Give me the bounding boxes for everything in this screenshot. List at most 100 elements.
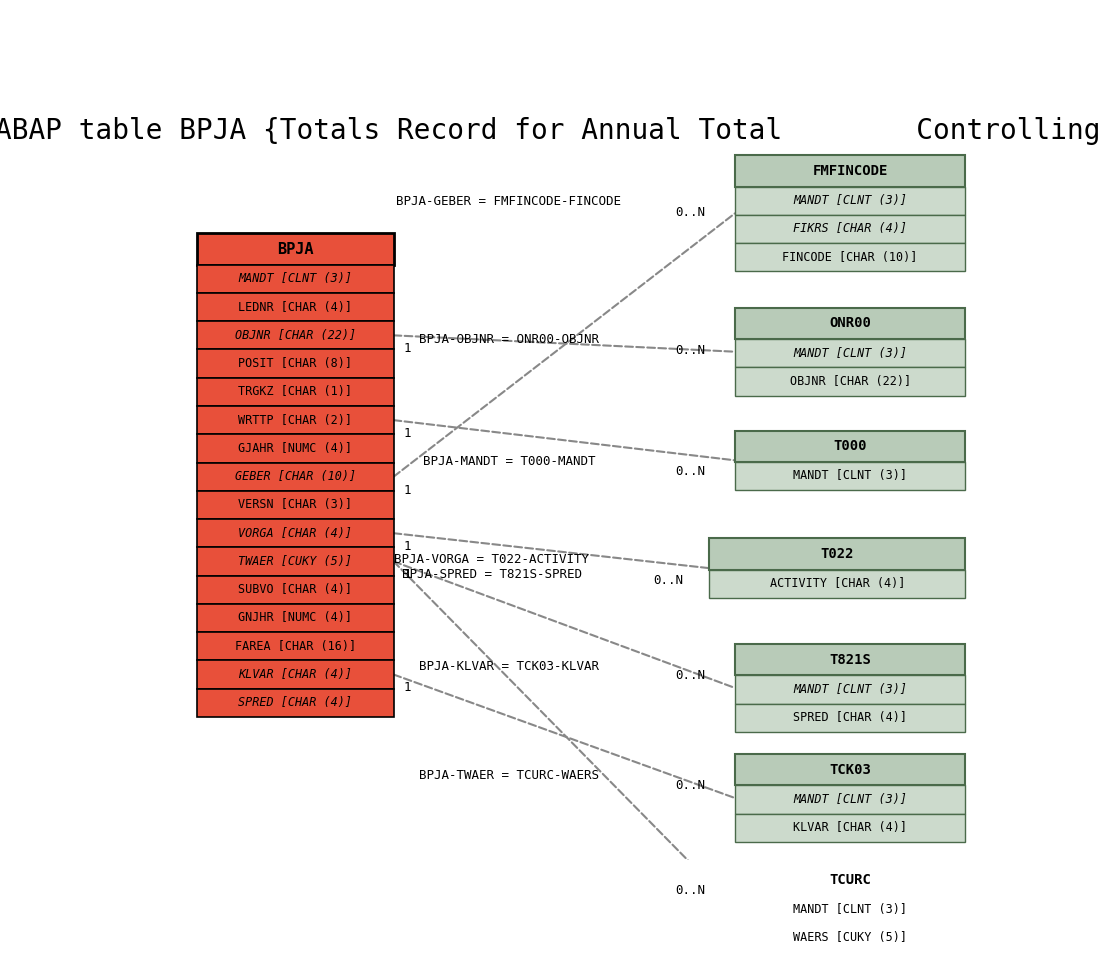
Text: ACTIVITY [CHAR (4)]: ACTIVITY [CHAR (4)]	[770, 578, 905, 590]
Text: LEDNR [CHAR (4)]: LEDNR [CHAR (4)]	[239, 300, 352, 314]
Text: LEDNR [CHAR (4)]: LEDNR [CHAR (4)]	[239, 300, 352, 314]
Text: OBJNR [CHAR (22)]: OBJNR [CHAR (22)]	[789, 375, 911, 388]
Text: MANDT [CLNT (3)]: MANDT [CLNT (3)]	[793, 194, 907, 208]
Bar	[197, 548, 394, 576]
Bar	[197, 293, 394, 322]
Text: BPJA: BPJA	[277, 242, 314, 257]
Bar	[197, 463, 394, 491]
Text: BPJA-GEBER = FMFINCODE-FINCODE: BPJA-GEBER = FMFINCODE-FINCODE	[396, 195, 621, 208]
Text: 1: 1	[404, 540, 412, 554]
Text: FAREA [CHAR (16)]: FAREA [CHAR (16)]	[235, 639, 356, 653]
Text: 1: 1	[404, 484, 412, 497]
Text: 1: 1	[404, 568, 412, 582]
Text: MANDT [CLNT (3)]: MANDT [CLNT (3)]	[793, 793, 907, 806]
Text: WAERS [CUKY (5)]: WAERS [CUKY (5)]	[793, 931, 907, 945]
Text: SPRED [CHAR (4)]: SPRED [CHAR (4)]	[239, 696, 352, 709]
Text: 0..N: 0..N	[675, 885, 705, 897]
Bar	[197, 378, 394, 406]
Text: FIKRS [CHAR (4)]: FIKRS [CHAR (4)]	[793, 222, 907, 236]
Text: BPJA-MANDT = T000-MANDT: BPJA-MANDT = T000-MANDT	[423, 455, 595, 469]
Text: WRTTP [CHAR (2)]: WRTTP [CHAR (2)]	[239, 413, 352, 427]
Bar	[734, 186, 966, 214]
Bar	[734, 895, 966, 923]
Text: TRGKZ [CHAR (1)]: TRGKZ [CHAR (1)]	[239, 385, 352, 398]
Bar	[197, 661, 394, 689]
Text: 0..N: 0..N	[654, 575, 684, 587]
Bar	[197, 265, 394, 293]
Text: SPRED [CHAR (4)]: SPRED [CHAR (4)]	[793, 711, 907, 724]
Text: VERSN [CHAR (3)]: VERSN [CHAR (3)]	[239, 498, 352, 511]
Text: KLVAR [CHAR (4)]: KLVAR [CHAR (4)]	[239, 668, 352, 681]
Text: 0..N: 0..N	[675, 668, 705, 682]
Text: POSIT [CHAR (8)]: POSIT [CHAR (8)]	[239, 357, 352, 370]
Text: VORGA [CHAR (4)]: VORGA [CHAR (4)]	[239, 526, 352, 540]
Text: SUBVO [CHAR (4)]: SUBVO [CHAR (4)]	[239, 583, 352, 596]
Text: BPJA-VORGA = T022-ACTIVITY
BPJA-SPRED = T821S-SPRED: BPJA-VORGA = T022-ACTIVITY BPJA-SPRED = …	[394, 554, 589, 582]
Text: 1: 1	[404, 568, 412, 582]
Bar	[709, 570, 966, 598]
Text: MANDT [CLNT (3)]: MANDT [CLNT (3)]	[793, 683, 907, 696]
Bar	[197, 435, 394, 463]
Text: BPJA-TWAER = TCURC-WAERS: BPJA-TWAER = TCURC-WAERS	[418, 769, 599, 782]
Text: TWAER [CUKY (5)]: TWAER [CUKY (5)]	[239, 555, 352, 568]
Text: 0..N: 0..N	[675, 779, 705, 792]
Text: MANDT [CLNT (3)]: MANDT [CLNT (3)]	[793, 903, 907, 916]
Bar	[734, 339, 966, 367]
Bar	[734, 675, 966, 703]
Bar	[734, 923, 966, 952]
Text: MANDT [CLNT (3)]: MANDT [CLNT (3)]	[239, 272, 352, 285]
Bar	[197, 604, 394, 632]
Text: OBJNR [CHAR (22)]: OBJNR [CHAR (22)]	[235, 328, 356, 342]
Text: SPRED [CHAR (4)]: SPRED [CHAR (4)]	[793, 711, 907, 724]
Bar	[734, 703, 966, 732]
Text: KLVAR [CHAR (4)]: KLVAR [CHAR (4)]	[793, 821, 907, 835]
Text: FAREA [CHAR (16)]: FAREA [CHAR (16)]	[235, 639, 356, 653]
Text: WAERS [CUKY (5)]: WAERS [CUKY (5)]	[793, 931, 907, 945]
Text: MANDT [CLNT (3)]: MANDT [CLNT (3)]	[793, 347, 907, 359]
Text: T022: T022	[820, 547, 854, 561]
Bar	[734, 431, 966, 462]
Bar	[197, 491, 394, 519]
Text: TCURC: TCURC	[829, 873, 871, 887]
Text: VERSN [CHAR (3)]: VERSN [CHAR (3)]	[239, 498, 352, 511]
Text: TCK03: TCK03	[829, 763, 871, 777]
Text: GEBER [CHAR (10)]: GEBER [CHAR (10)]	[235, 470, 356, 483]
Text: 1: 1	[404, 427, 412, 440]
Bar	[709, 538, 966, 570]
Text: KLVAR [CHAR (4)]: KLVAR [CHAR (4)]	[793, 821, 907, 835]
Bar	[734, 644, 966, 675]
Text: SUBVO [CHAR (4)]: SUBVO [CHAR (4)]	[239, 583, 352, 596]
Text: T821S: T821S	[829, 653, 871, 667]
Text: FIKRS [CHAR (4)]: FIKRS [CHAR (4)]	[793, 222, 907, 236]
Text: FMFINCODE: FMFINCODE	[813, 164, 887, 178]
Text: ACTIVITY [CHAR (4)]: ACTIVITY [CHAR (4)]	[770, 578, 905, 590]
Text: 1: 1	[404, 342, 412, 355]
Text: OBJNR [CHAR (22)]: OBJNR [CHAR (22)]	[789, 375, 911, 388]
Text: 0..N: 0..N	[675, 206, 705, 219]
Text: TRGKZ [CHAR (1)]: TRGKZ [CHAR (1)]	[239, 385, 352, 398]
Bar	[734, 214, 966, 243]
Bar	[734, 754, 966, 785]
Text: OBJNR [CHAR (22)]: OBJNR [CHAR (22)]	[235, 328, 356, 342]
Bar	[197, 350, 394, 378]
Text: BPJA-OBJNR = ONR00-OBJNR: BPJA-OBJNR = ONR00-OBJNR	[418, 332, 599, 346]
Text: T000: T000	[833, 440, 866, 453]
Bar	[734, 462, 966, 490]
Bar	[734, 785, 966, 813]
Text: WRTTP [CHAR (2)]: WRTTP [CHAR (2)]	[239, 413, 352, 427]
Bar	[197, 519, 394, 548]
Text: 0..N: 0..N	[675, 465, 705, 478]
Text: ONR00: ONR00	[829, 317, 871, 330]
Text: 0..N: 0..N	[675, 344, 705, 356]
Text: GJAHR [NUMC (4)]: GJAHR [NUMC (4)]	[239, 441, 352, 455]
Bar	[734, 813, 966, 842]
Bar	[197, 322, 394, 350]
Bar	[197, 576, 394, 604]
Bar	[734, 243, 966, 271]
Text: BPJA-KLVAR = TCK03-KLVAR: BPJA-KLVAR = TCK03-KLVAR	[418, 660, 599, 673]
Text: POSIT [CHAR (8)]: POSIT [CHAR (8)]	[239, 357, 352, 370]
Text: MANDT [CLNT (3)]: MANDT [CLNT (3)]	[793, 903, 907, 916]
Text: FINCODE [CHAR (10)]: FINCODE [CHAR (10)]	[783, 251, 918, 264]
Text: GEBER [CHAR (10)]: GEBER [CHAR (10)]	[235, 470, 356, 483]
Bar	[734, 367, 966, 396]
